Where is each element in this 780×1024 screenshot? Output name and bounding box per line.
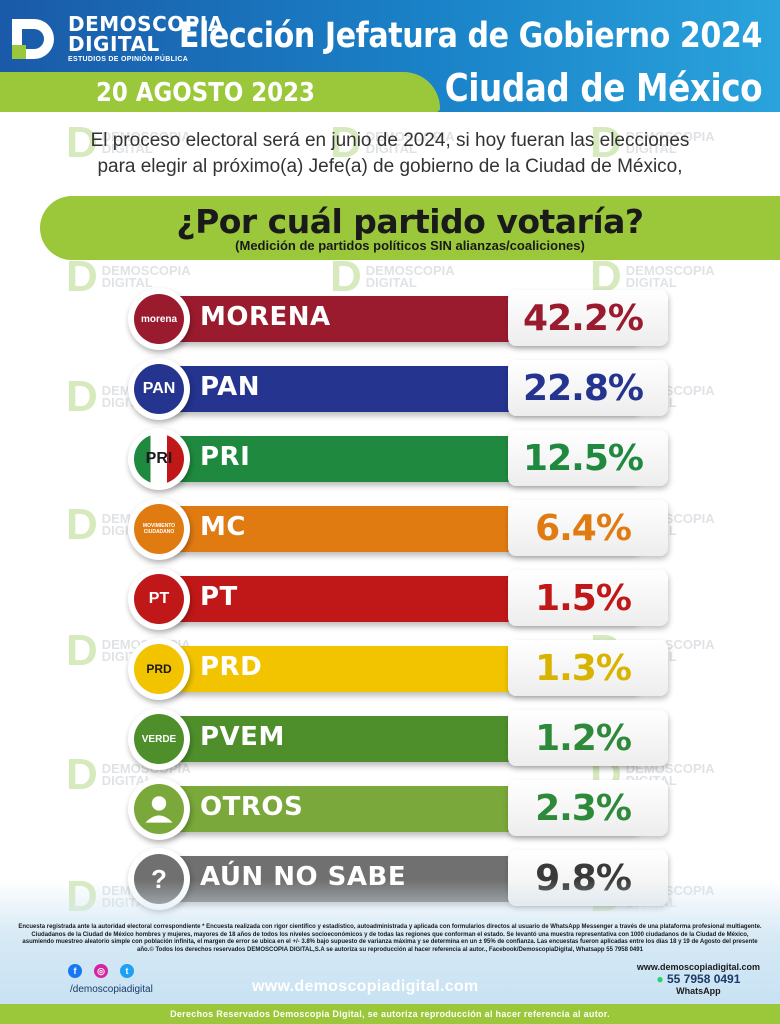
mc-logo-icon: MOVIMIENTO CIUDADANO [128, 498, 190, 560]
pri-logo-icon: PRI [128, 428, 190, 490]
question-banner: ¿Por cuál partido votaría? (Medición de … [40, 196, 780, 260]
value-label: 2.3% [535, 788, 632, 829]
party-emblem: PT [134, 574, 184, 624]
contact-block: www.demoscopiadigital.com ● 55 7958 0491… [637, 962, 760, 996]
value-box: 6.4% [508, 500, 668, 556]
bar-row: PRI PRI 12.5% [128, 428, 668, 492]
value-label: 42.2% [523, 298, 644, 339]
bar-row: PAN PAN 22.8% [128, 358, 668, 422]
contact-website[interactable]: www.demoscopiadigital.com [636, 962, 760, 972]
pt-logo-icon: PT [128, 568, 190, 630]
footer-background [0, 880, 780, 1024]
page-subtitle: Ciudad de México [444, 66, 762, 110]
facebook-icon[interactable]: f [68, 964, 82, 978]
party-emblem: MOVIMIENTO CIUDADANO [134, 504, 184, 554]
rights-text: Derechos Reservados Demoscopia Digital, … [170, 1009, 610, 1019]
bar-row: OTROS 2.3% [128, 778, 668, 842]
category-label: PRD [200, 652, 263, 682]
party-emblem [134, 784, 184, 834]
intro-text: El proceso electoral será en junio de 20… [20, 128, 760, 180]
party-emblem: morena [134, 294, 184, 344]
category-label: MC [200, 512, 246, 542]
bar-row: PT PT 1.5% [128, 568, 668, 632]
value-box: 42.2% [508, 290, 668, 346]
category-label: PRI [200, 442, 251, 472]
category-label: PT [200, 582, 238, 612]
value-label: 1.3% [535, 648, 632, 689]
social-handle[interactable]: /demoscopiadigital [70, 984, 153, 995]
value-label: 12.5% [523, 438, 644, 479]
methodology-note: Encuesta registrada ante la autoridad el… [18, 924, 762, 953]
morena-logo-icon: morena [128, 288, 190, 350]
value-box: 22.8% [508, 360, 668, 416]
date-banner: 20 AGOSTO 2023 [0, 72, 440, 112]
instagram-icon[interactable]: ◎ [94, 964, 108, 978]
chart-title: ¿Por cuál partido votaría? [176, 202, 644, 241]
social-icons: f ◎ t [68, 964, 134, 978]
pan-logo-icon: PAN [128, 358, 190, 420]
value-box: 12.5% [508, 430, 668, 486]
brand-name-line2: DIGITAL [68, 32, 160, 56]
demoscopia-logo-icon [10, 15, 62, 63]
pvem-logo-icon: VERDE [128, 708, 190, 770]
intro-line1: El proceso electoral será en junio de 20… [90, 130, 690, 151]
website-link[interactable]: www.demoscopiadigital.com [252, 978, 479, 995]
category-label: MORENA [200, 302, 331, 332]
whatsapp-label: WhatsApp [676, 986, 721, 996]
chart-subtitle: (Medición de partidos políticos SIN alia… [235, 238, 585, 253]
party-emblem: PRI [134, 434, 184, 484]
value-box: 1.3% [508, 640, 668, 696]
page-title: Elección Jefatura de Gobierno 2024 [178, 16, 762, 56]
whatsapp-icon: ● [656, 972, 664, 986]
party-emblem: PRD [134, 644, 184, 694]
value-label: 6.4% [535, 508, 632, 549]
brand-name-line1: DEMOSCOPIA [68, 12, 224, 36]
value-box: 2.3% [508, 780, 668, 836]
value-box: 1.5% [508, 570, 668, 626]
value-label: 22.8% [523, 368, 644, 409]
category-label: PAN [200, 372, 261, 402]
intro-line2: para elegir al próximo(a) Jefe(a) de gob… [97, 156, 683, 177]
bar-row: MOVIMIENTO CIUDADANO MC 6.4% [128, 498, 668, 562]
value-label: 1.5% [535, 578, 632, 619]
survey-date: 20 AGOSTO 2023 [96, 78, 315, 108]
brand-tagline: ESTUDIOS DE OPINIÓN PÚBLICA [68, 56, 189, 63]
header-banner: DEMOSCOPIA DIGITAL ESTUDIOS DE OPINIÓN P… [0, 0, 780, 112]
brand-logo: DEMOSCOPIA DIGITAL ESTUDIOS DE OPINIÓN P… [10, 14, 224, 63]
bar-row: PRD PRD 1.3% [128, 638, 668, 702]
value-label: 1.2% [535, 718, 632, 759]
prd-logo-icon: PRD [128, 638, 190, 700]
person-icon [128, 778, 190, 840]
bar-row: morena MORENA 42.2% [128, 288, 668, 352]
party-emblem: PAN [134, 364, 184, 414]
party-emblem: VERDE [134, 714, 184, 764]
twitter-icon[interactable]: t [120, 964, 134, 978]
bar-row: VERDE PVEM 1.2% [128, 708, 668, 772]
category-label: OTROS [200, 792, 304, 822]
contact-phone[interactable]: 55 7958 0491 [667, 972, 741, 986]
category-label: PVEM [200, 722, 285, 752]
rights-bar: Derechos Reservados Demoscopia Digital, … [0, 1004, 780, 1024]
value-box: 1.2% [508, 710, 668, 766]
